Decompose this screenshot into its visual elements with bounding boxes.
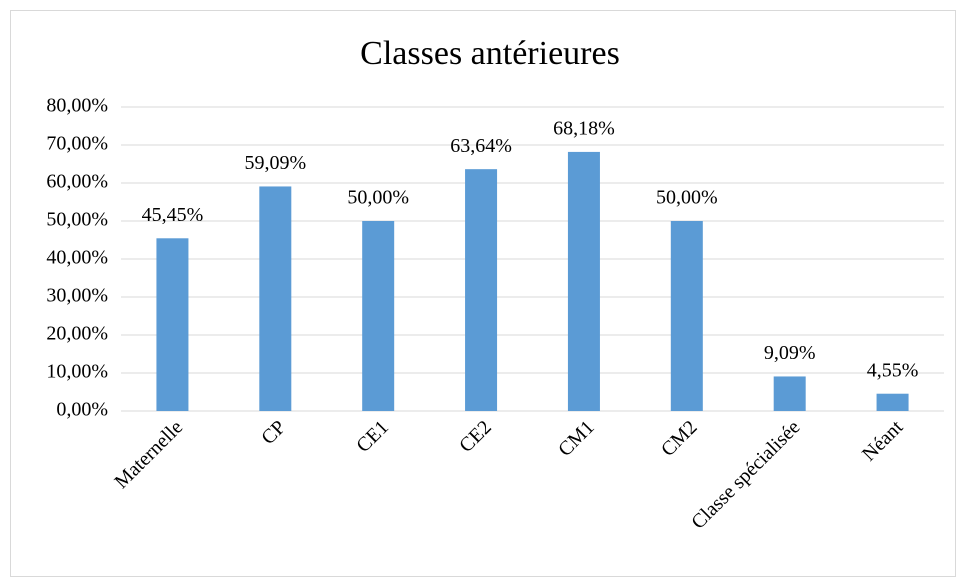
bar <box>773 376 806 411</box>
value-label: 4,55% <box>867 359 919 381</box>
bar <box>362 221 395 411</box>
bar <box>876 393 909 411</box>
y-tick-label: 20,00% <box>46 323 108 345</box>
y-tick-label: 50,00% <box>46 209 108 231</box>
value-label: 59,09% <box>244 152 306 174</box>
y-tick-label: 80,00% <box>46 95 108 117</box>
chart-title: Classes antérieures <box>360 35 620 72</box>
y-tick-label: 70,00% <box>46 133 108 155</box>
bar <box>156 238 189 411</box>
bar <box>259 186 292 411</box>
value-label: 50,00% <box>347 187 409 209</box>
bar <box>670 221 703 411</box>
bar <box>567 151 600 411</box>
value-label: 9,09% <box>764 342 816 364</box>
y-tick-label: 0,00% <box>56 399 108 421</box>
value-label: 45,45% <box>142 204 204 226</box>
bar <box>465 169 498 411</box>
value-label: 50,00% <box>656 187 718 209</box>
y-tick-label: 10,00% <box>46 361 108 383</box>
y-tick-label: 40,00% <box>46 247 108 269</box>
y-tick-label: 30,00% <box>46 285 108 307</box>
y-tick-label: 60,00% <box>46 171 108 193</box>
value-label: 68,18% <box>553 118 615 140</box>
value-label: 63,64% <box>450 135 512 157</box>
